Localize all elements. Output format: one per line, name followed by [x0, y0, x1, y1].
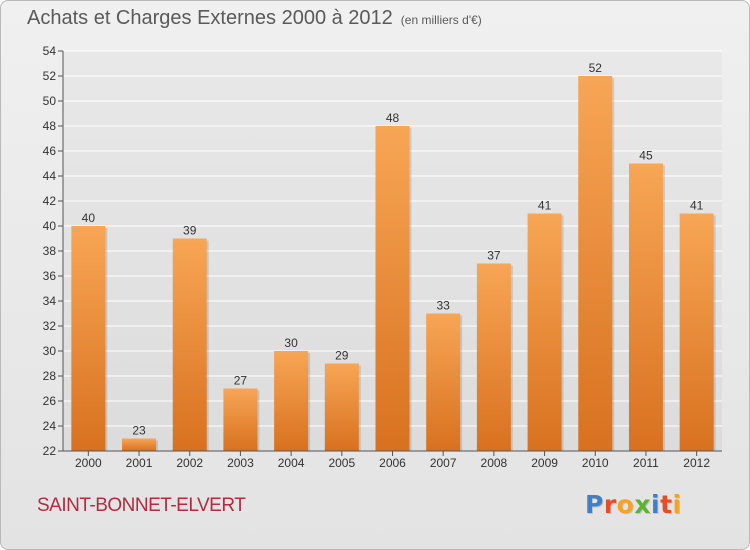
y-tick-label: 42: [43, 194, 57, 208]
x-tick-label: 2007: [430, 456, 457, 470]
x-tick-label: 2002: [176, 456, 203, 470]
x-tick-label: 2012: [683, 456, 710, 470]
bar-value-label: 39: [183, 224, 197, 238]
x-tick-label: 2011: [633, 456, 659, 470]
x-tick-label: 2009: [531, 456, 558, 470]
x-tick-label: 2010: [582, 456, 609, 470]
x-tick-label: 2008: [481, 456, 508, 470]
bars: 40 23 39 27 30 29 48 33 37 41 52 45 41: [71, 61, 716, 451]
commune-name: SAINT-BONNET-ELVERT: [37, 495, 246, 516]
bar-value-label: 40: [82, 211, 96, 225]
logo-letter: t: [660, 490, 673, 519]
y-tick-label: 34: [43, 294, 57, 308]
x-axis: 2000 2001 2002 2003 2004 2005 2006 2007 2008 2009…: [63, 450, 722, 470]
y-tick-label: 24: [43, 419, 57, 433]
y-tick-label: 38: [43, 244, 57, 258]
y-tick-label: 30: [43, 344, 57, 358]
chart-unit: (en milliers d'€): [400, 13, 482, 27]
logo-letter: i: [651, 490, 661, 519]
logo-letter: o: [616, 490, 635, 519]
x-tick-label: 2000: [75, 456, 102, 470]
y-tick-label: 48: [43, 119, 57, 133]
bar: [71, 226, 106, 451]
x-tick-label: 2004: [278, 456, 305, 470]
y-tick-label: 50: [43, 94, 57, 108]
y-axis: 22 24 26 28 30 32 34 36 38 40 42 44 46 48 50 52 54: [43, 44, 64, 458]
bar: [527, 213, 562, 451]
bar-value-label: 30: [284, 336, 298, 350]
bar: [426, 313, 461, 451]
y-tick-label: 36: [43, 269, 57, 283]
bar-value-label: 29: [335, 349, 349, 363]
bar-value-label: 45: [639, 149, 653, 163]
x-tick-label: 2001: [126, 456, 153, 470]
chart-title-text: Achats et Charges Externes 2000 à 2012: [27, 7, 393, 29]
x-tick-label: 2003: [227, 456, 254, 470]
bar-value-label: 52: [589, 61, 603, 75]
bar: [476, 263, 511, 451]
bar-value-label: 33: [437, 299, 451, 313]
bar: [628, 163, 663, 451]
x-tick-label: 2005: [328, 456, 355, 470]
bar-value-label: 41: [690, 199, 704, 213]
bar: [324, 363, 359, 451]
y-tick-label: 46: [43, 144, 57, 158]
y-tick-label: 40: [43, 219, 57, 233]
bar: [578, 76, 613, 451]
logo-letter: r: [603, 490, 617, 519]
bar-value-label: 37: [487, 249, 501, 263]
bar: [172, 238, 207, 451]
y-tick-label: 54: [43, 44, 57, 58]
y-tick-label: 22: [43, 444, 57, 458]
bar: [122, 438, 157, 451]
bar: [375, 126, 410, 451]
bar: [679, 213, 714, 451]
logo-letter: x: [634, 490, 651, 519]
bar-value-label: 48: [386, 111, 400, 125]
y-tick-label: 32: [43, 319, 57, 333]
y-tick-label: 28: [43, 369, 57, 383]
y-tick-label: 26: [43, 394, 57, 408]
y-tick-label: 52: [43, 69, 57, 83]
bar: [274, 351, 309, 451]
logo-letter: i: [672, 490, 682, 519]
chart-title: Achats et Charges Externes 2000 à 2012 (e…: [27, 7, 482, 30]
y-tick-label: 44: [43, 169, 57, 183]
bar: [223, 388, 258, 451]
proxiti-logo[interactable]: Proxiti: [585, 490, 682, 519]
bar-value-label: 23: [132, 424, 146, 438]
bar-value-label: 41: [538, 199, 552, 213]
bar-value-label: 27: [234, 374, 248, 388]
x-tick-label: 2006: [379, 456, 406, 470]
logo-letter: P: [585, 490, 604, 519]
